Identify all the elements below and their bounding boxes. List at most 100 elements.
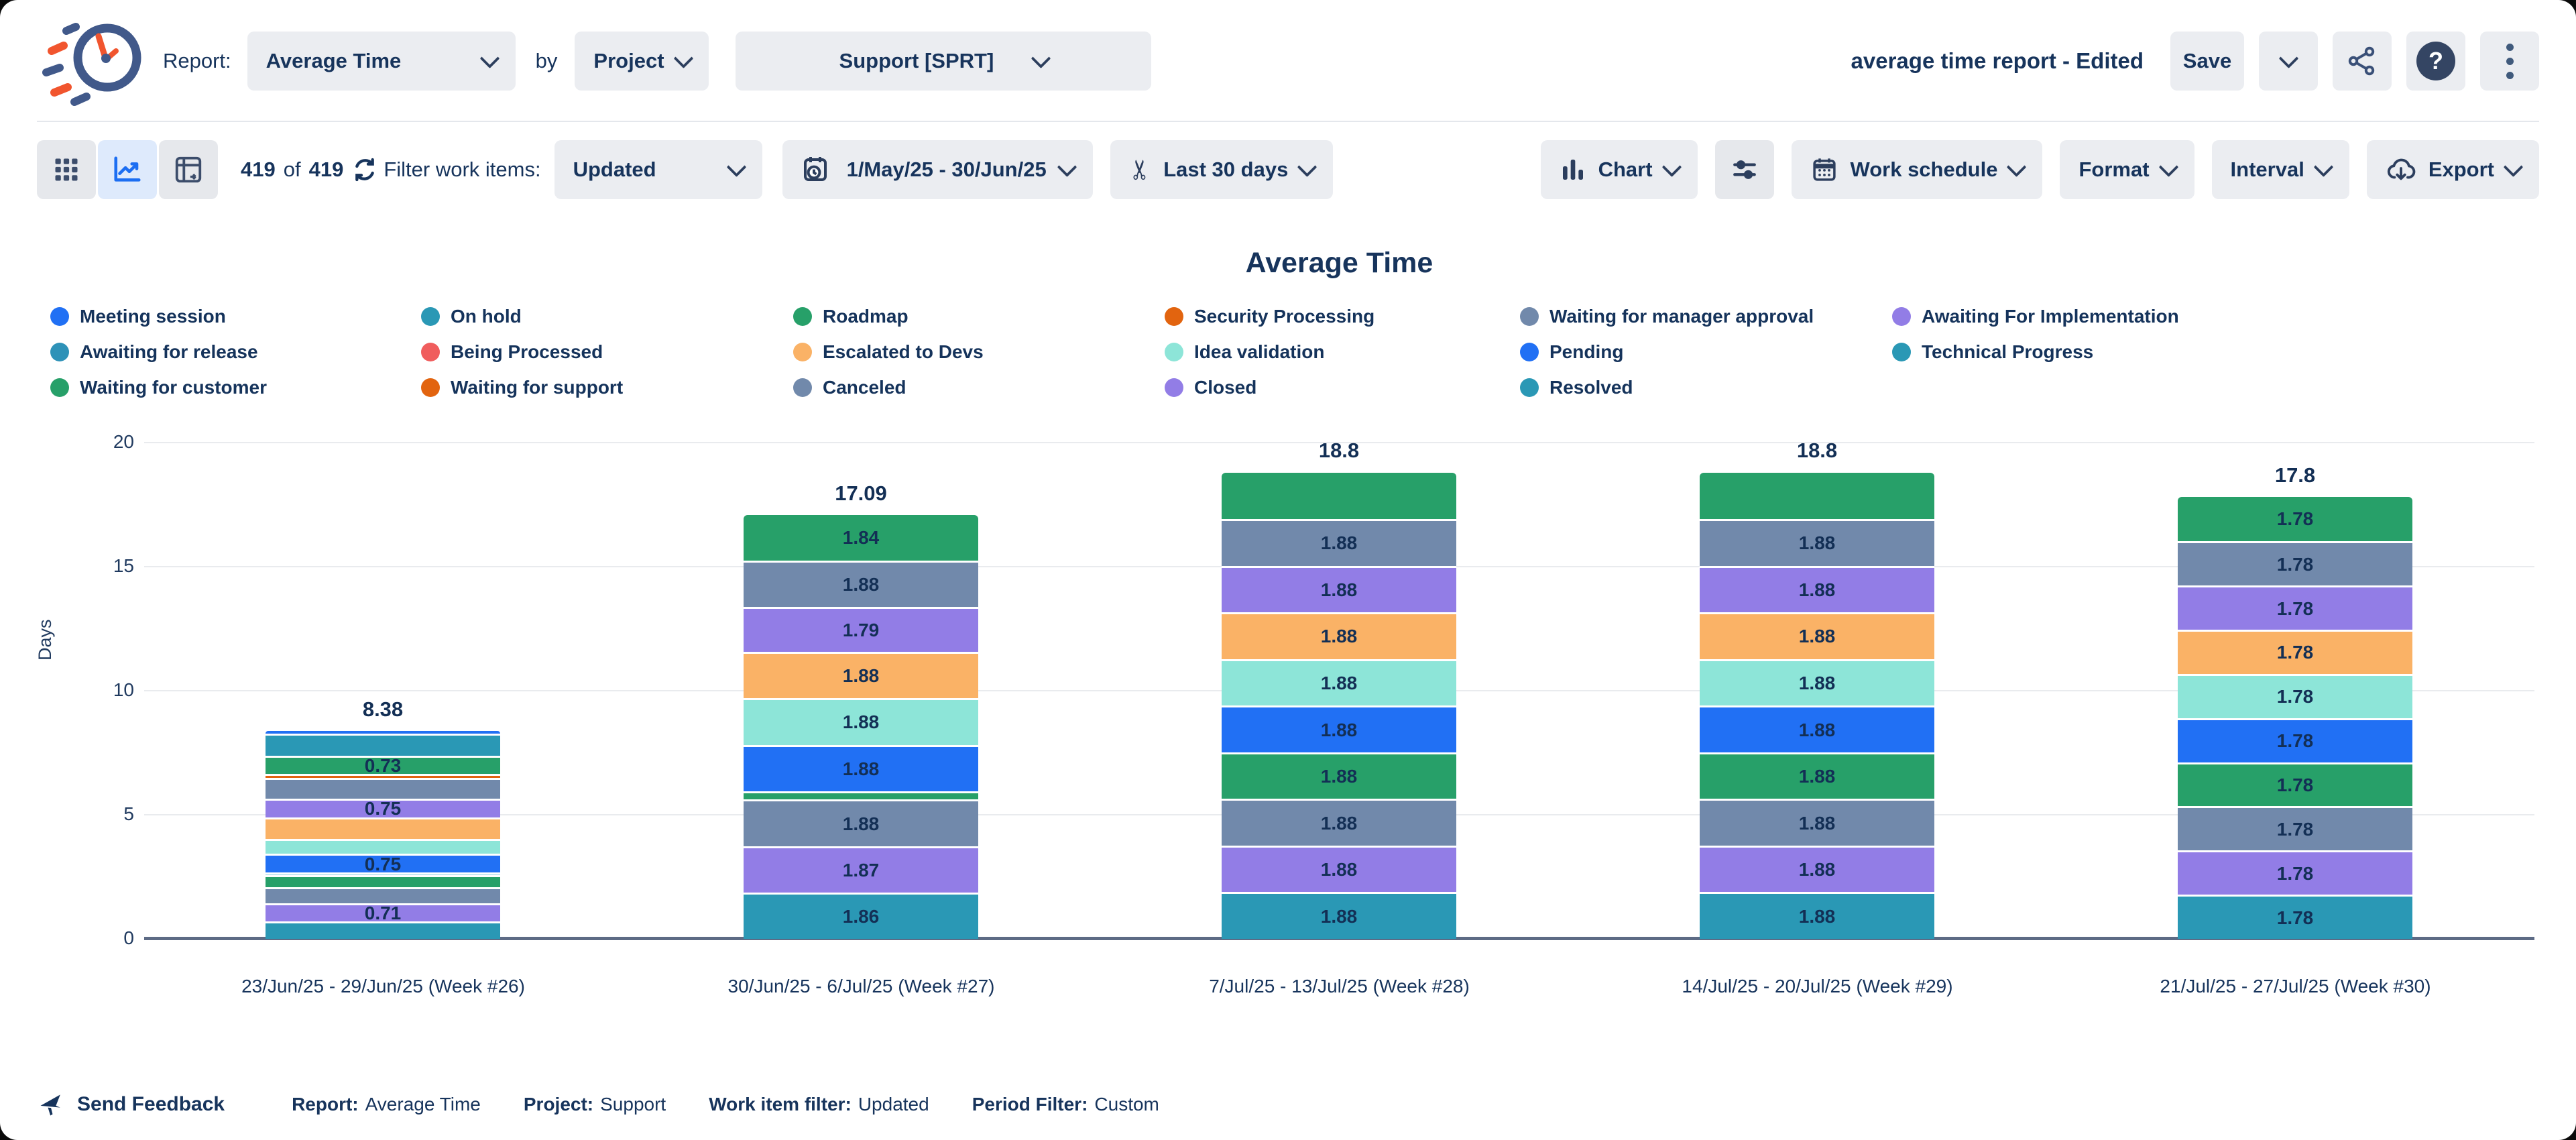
bar-segment-closed[interactable]: 1.78 — [2178, 850, 2412, 895]
stacked-bar[interactable]: 0.73 0.75 0.75 0.71 — [266, 731, 500, 939]
more-options-button[interactable] — [2480, 32, 2539, 91]
bar-segment-pending[interactable]: 1.88 — [1222, 705, 1456, 752]
grid-view-button[interactable] — [37, 140, 96, 199]
bar-segment-pending[interactable]: 1.78 — [2178, 718, 2412, 762]
legend-item[interactable]: Awaiting for release — [50, 339, 421, 365]
bar-segment-awaiting-for-implementation[interactable]: 1.88 — [1700, 565, 1934, 613]
bar-segment-awaiting-for-implementation[interactable]: 0.75 — [266, 799, 500, 817]
bar-segment-waiting-for-customer[interactable]: 1.78 — [2178, 497, 2412, 542]
bar-segment-closed[interactable]: 1.88 — [1700, 845, 1934, 893]
bar-segment-awaiting-for-implementation[interactable]: 1.88 — [1222, 565, 1456, 613]
pivot-table-icon — [175, 156, 202, 183]
bar-segment-resolved[interactable]: 1.78 — [2178, 895, 2412, 939]
filter-field-dropdown[interactable]: Updated — [554, 140, 762, 199]
bar-segment-waiting-for-customer[interactable]: 1.84 — [744, 514, 978, 561]
chart-type-dropdown[interactable]: Chart — [1540, 140, 1698, 199]
bar-segment-canceled[interactable]: 1.88 — [1700, 799, 1934, 846]
bar-segment-roadmap[interactable] — [266, 874, 500, 888]
bar-segment-awaiting-for-implementation[interactable]: 1.78 — [2178, 585, 2412, 630]
save-button[interactable]: Save — [2170, 32, 2244, 91]
bar-segment-canceled[interactable]: 1.78 — [2178, 806, 2412, 851]
x-axis-label: 21/Jul/25 - 27/Jul/25 (Week #30) — [2160, 976, 2431, 996]
bar-segment-waiting-for-manager-approval[interactable]: 1.88 — [1700, 519, 1934, 566]
bar-segment-resolved[interactable]: 1.88 — [1222, 892, 1456, 939]
legend-item[interactable]: Idea validation — [1165, 339, 1520, 365]
bar-segment-idea-validation[interactable]: 1.78 — [2178, 673, 2412, 718]
bar-segment-roadmap[interactable]: 1.88 — [1222, 752, 1456, 799]
save-options-button[interactable] — [2259, 32, 2318, 91]
interval-dropdown[interactable]: Interval — [2211, 140, 2349, 199]
bar-segment-waiting-for-customer[interactable] — [1700, 472, 1934, 520]
bar-segment-awaiting-for-release[interactable] — [266, 872, 500, 875]
bar-segment-waiting-for-support[interactable] — [266, 774, 500, 778]
legend-item[interactable]: Awaiting For Implementation — [1892, 303, 2179, 330]
bar-segment-idea-validation[interactable]: 1.88 — [744, 698, 978, 745]
share-button[interactable] — [2333, 32, 2392, 91]
bar-segment-pending[interactable]: 1.88 — [1700, 705, 1934, 752]
report-type-dropdown[interactable]: Average Time — [247, 32, 516, 91]
bar-segment-idea-validation[interactable]: 1.88 — [1700, 659, 1934, 706]
stacked-bar[interactable]: 1.78 1.78 1.78 1.78 1.78 1.78 1.78 1.78 1.78 1.78 — [2178, 497, 2412, 939]
bar-segment-escalated-to-devs[interactable] — [266, 817, 500, 840]
export-dropdown[interactable]: Export — [2366, 140, 2539, 199]
bar-segment-awaiting-for-implementation[interactable]: 1.79 — [744, 607, 978, 652]
bar-segment-canceled[interactable]: 1.88 — [744, 799, 978, 846]
project-dropdown[interactable]: Support [SPRT] — [736, 32, 1152, 91]
legend-item[interactable]: Escalated to Devs — [793, 339, 1165, 365]
bar-segment-escalated-to-devs[interactable]: 1.88 — [1700, 612, 1934, 659]
bar-segment-waiting-for-manager-approval[interactable]: 1.78 — [2178, 541, 2412, 586]
bar-segment-waiting-for-customer[interactable]: 0.73 — [266, 756, 500, 775]
stacked-bar[interactable]: 1.88 1.88 1.88 1.88 1.88 1.88 1.88 1.88 1.88 — [1700, 472, 1934, 939]
bar-segment-escalated-to-devs[interactable]: 1.88 — [744, 651, 978, 699]
bar-segment-roadmap[interactable]: 1.78 — [2178, 762, 2412, 807]
legend-item[interactable]: On hold — [421, 303, 793, 330]
legend-item[interactable]: Resolved — [1520, 374, 1892, 401]
bar-segment-waiting-for-customer[interactable] — [1222, 472, 1456, 520]
stacked-bar[interactable]: 1.84 1.88 1.79 1.88 1.88 1.88 1.88 1.87 1.86 — [744, 514, 978, 939]
send-feedback-button[interactable]: Send Feedback — [37, 1090, 225, 1119]
bar-segment-closed[interactable]: 0.71 — [266, 903, 500, 921]
legend-item[interactable]: Closed — [1165, 374, 1520, 401]
bar-segment-pending[interactable]: 1.88 — [744, 744, 978, 792]
legend-item[interactable]: Pending — [1520, 339, 1892, 365]
bar-segment-resolved[interactable] — [266, 921, 500, 939]
bar-segment-pending[interactable]: 0.75 — [266, 854, 500, 873]
legend-item[interactable]: Meeting session — [50, 303, 421, 330]
bar-segment-waiting-for-manager-approval[interactable]: 1.88 — [744, 560, 978, 608]
legend-item[interactable]: Waiting for customer — [50, 374, 421, 401]
bar-segment-roadmap[interactable]: 1.88 — [1700, 752, 1934, 799]
bar-segment-idea-validation[interactable]: 1.88 — [1222, 659, 1456, 706]
bar-segment-resolved[interactable]: 1.86 — [744, 893, 978, 939]
pivot-view-button[interactable] — [159, 140, 218, 199]
trim-period-button[interactable]: ✂ Last 30 days — [1110, 140, 1334, 199]
bar-segment-idea-validation[interactable] — [266, 839, 500, 854]
legend-item[interactable]: Roadmap — [793, 303, 1165, 330]
legend-item[interactable]: Being Processed — [421, 339, 793, 365]
bar-segment-canceled[interactable]: 1.88 — [1222, 799, 1456, 846]
bar-segment-on-hold[interactable] — [266, 733, 500, 756]
bar-segment-meeting-session[interactable] — [266, 731, 500, 734]
bar-segment-escalated-to-devs[interactable]: 1.88 — [1222, 612, 1456, 659]
legend-item[interactable]: Security Processing — [1165, 303, 1520, 330]
work-schedule-dropdown[interactable]: Work schedule — [1791, 140, 2043, 199]
bar-segment-closed[interactable]: 1.88 — [1222, 845, 1456, 893]
bar-segment-canceled[interactable] — [266, 887, 500, 904]
chart-settings-button[interactable] — [1714, 140, 1774, 199]
format-dropdown[interactable]: Format — [2060, 140, 2194, 199]
refresh-icon[interactable] — [351, 156, 378, 183]
date-range-button[interactable]: 1/May/25 - 30/Jun/25 — [782, 140, 1093, 199]
group-by-dropdown[interactable]: Project — [575, 32, 709, 91]
chart-view-button[interactable] — [98, 140, 157, 199]
legend-item[interactable]: Waiting for support — [421, 374, 793, 401]
stacked-bar[interactable]: 1.88 1.88 1.88 1.88 1.88 1.88 1.88 1.88 1.88 — [1222, 472, 1456, 939]
bar-segment-waiting-for-manager-approval[interactable]: 1.88 — [1222, 519, 1456, 566]
legend-item[interactable]: Technical Progress — [1892, 339, 2179, 365]
bar-segment-closed[interactable]: 1.87 — [744, 846, 978, 893]
legend-item[interactable]: Canceled — [793, 374, 1165, 401]
bar-segment-waiting-for-manager-approval[interactable] — [266, 777, 500, 799]
bar-segment-escalated-to-devs[interactable]: 1.78 — [2178, 629, 2412, 674]
legend-item[interactable]: Waiting for manager approval — [1520, 303, 1892, 330]
bar-segment-roadmap[interactable] — [744, 791, 978, 800]
bar-segment-resolved[interactable]: 1.88 — [1700, 892, 1934, 939]
help-button[interactable]: ? — [2406, 32, 2465, 91]
